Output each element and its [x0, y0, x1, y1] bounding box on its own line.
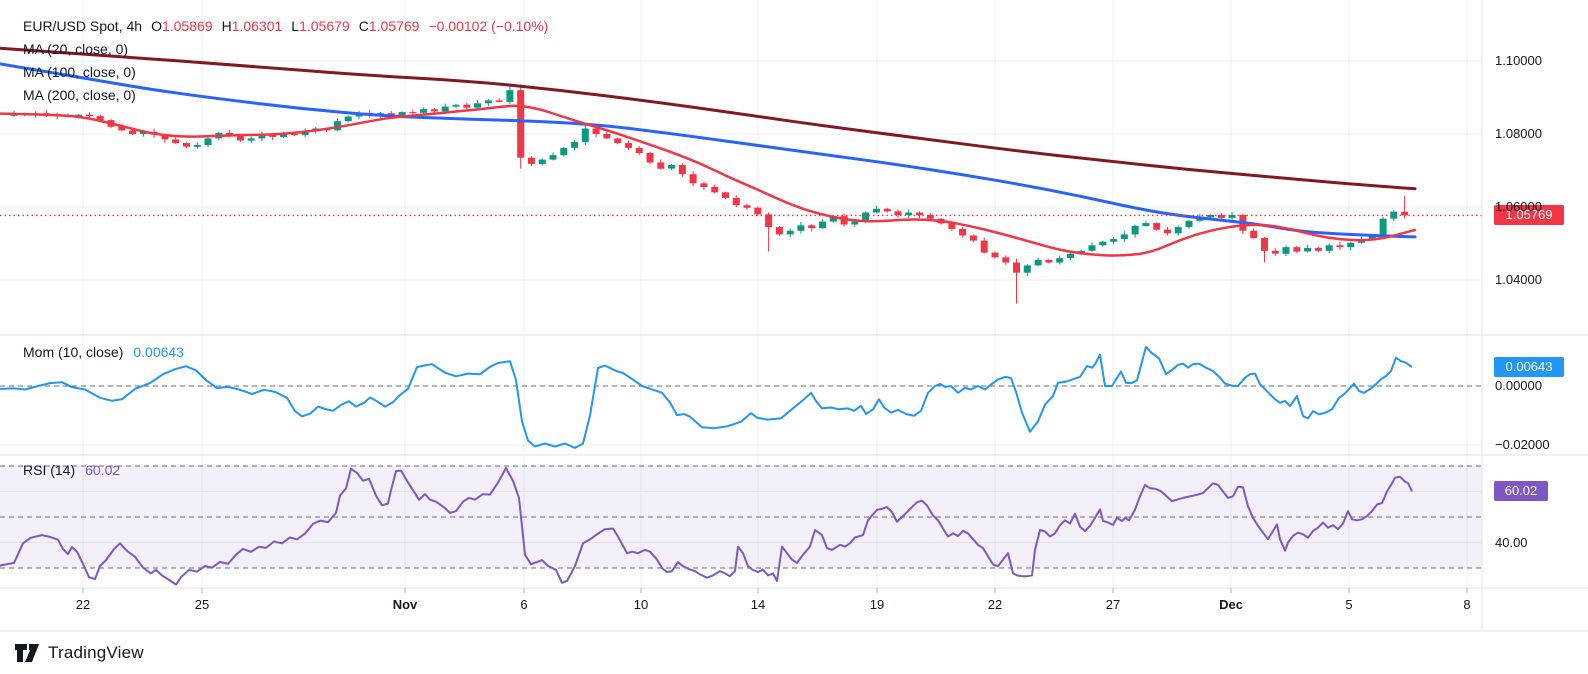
ma20-legend[interactable]: MA (20, close, 0): [23, 41, 129, 57]
momentum-line: [0, 345, 1413, 449]
candlestick-series: [10, 84, 1409, 304]
momentum-value: 0.00643: [133, 344, 184, 360]
ma200-legend[interactable]: MA (200, close, 0): [23, 87, 136, 103]
momentum-legend[interactable]: Mom (10, close) 0.00643: [23, 344, 184, 360]
ma100-legend[interactable]: MA (100, close, 0): [23, 64, 136, 80]
ohlc-key: C: [358, 18, 369, 34]
price-tick-label: 1.08000: [1495, 126, 1542, 141]
pane-separators: [0, 0, 1588, 632]
ma200-line: [0, 46, 1417, 191]
rsi-line: [0, 467, 1413, 586]
price-tick-label: 1.10000: [1495, 53, 1542, 68]
time-tick-label: 22: [987, 597, 1003, 612]
change-value: −0.00102 (−0.10%): [428, 18, 549, 34]
time-tick-label: 6: [520, 597, 528, 612]
time-tick-label: 22: [75, 597, 91, 612]
symbol-row[interactable]: EUR/USD Spot, 4h O1.05869 H1.06301 L1.05679…: [23, 15, 548, 38]
price-axis[interactable]: [1482, 0, 1588, 622]
tradingview-logo-icon: [15, 644, 39, 662]
momentum-pane[interactable]: [0, 335, 1482, 455]
ohlc-key: H: [221, 18, 232, 34]
ohlc-key: O: [151, 18, 162, 34]
time-tick-label: Dec: [1219, 597, 1243, 612]
rsi-tick-label: 40.00: [1495, 534, 1528, 550]
ohlc-value: 1.05769: [368, 18, 420, 34]
main-legend: EUR/USD Spot, 4h O1.05869 H1.06301 L1.05679…: [23, 15, 548, 107]
time-tick-label: Nov: [392, 597, 418, 612]
ma100-line: [0, 62, 1417, 239]
time-tick-label: 25: [194, 597, 210, 612]
rsi-label: RSI (14): [23, 462, 76, 478]
price-tick-label: 1.06000: [1495, 199, 1542, 214]
ohlc-value: 1.05869: [161, 18, 213, 34]
ohlc-value: 1.05679: [299, 18, 350, 34]
ma20-line: [0, 104, 1417, 257]
last-price-badge: 1.05769: [1494, 205, 1564, 225]
symbol-title[interactable]: EUR/USD Spot, 4h: [23, 18, 143, 34]
tradingview-attribution[interactable]: TradingView: [14, 638, 144, 668]
rsi-value-badge: 60.02: [1494, 481, 1548, 501]
ohlc-values: O1.05869 H1.06301 L1.05679 C1.05769: [142, 18, 419, 34]
time-tick-label: 27: [1105, 597, 1121, 612]
rsi-legend[interactable]: RSI (14) 60.02: [23, 462, 120, 478]
price-tick-label: 1.04000: [1495, 272, 1542, 287]
time-tick-label: 8: [1463, 597, 1471, 612]
rsi-value: 60.02: [85, 462, 121, 478]
time-tick-label: 19: [869, 597, 885, 612]
momentum-value-badge: 0.00643: [1494, 357, 1564, 377]
time-axis[interactable]: [0, 588, 1482, 622]
momentum-tick-label: −0.02000: [1495, 437, 1550, 452]
ohlc-value: 1.06301: [231, 18, 283, 34]
momentum-label: Mom (10, close): [23, 344, 124, 360]
time-tick-label: 10: [633, 597, 649, 612]
tradingview-brand-text: TradingView: [48, 643, 144, 662]
ohlc-key: L: [291, 18, 300, 34]
momentum-tick-label: 0.00000: [1495, 378, 1542, 393]
rsi-pane[interactable]: [0, 455, 1482, 588]
time-tick-label: 14: [750, 597, 766, 612]
time-tick-label: 5: [1345, 597, 1353, 612]
